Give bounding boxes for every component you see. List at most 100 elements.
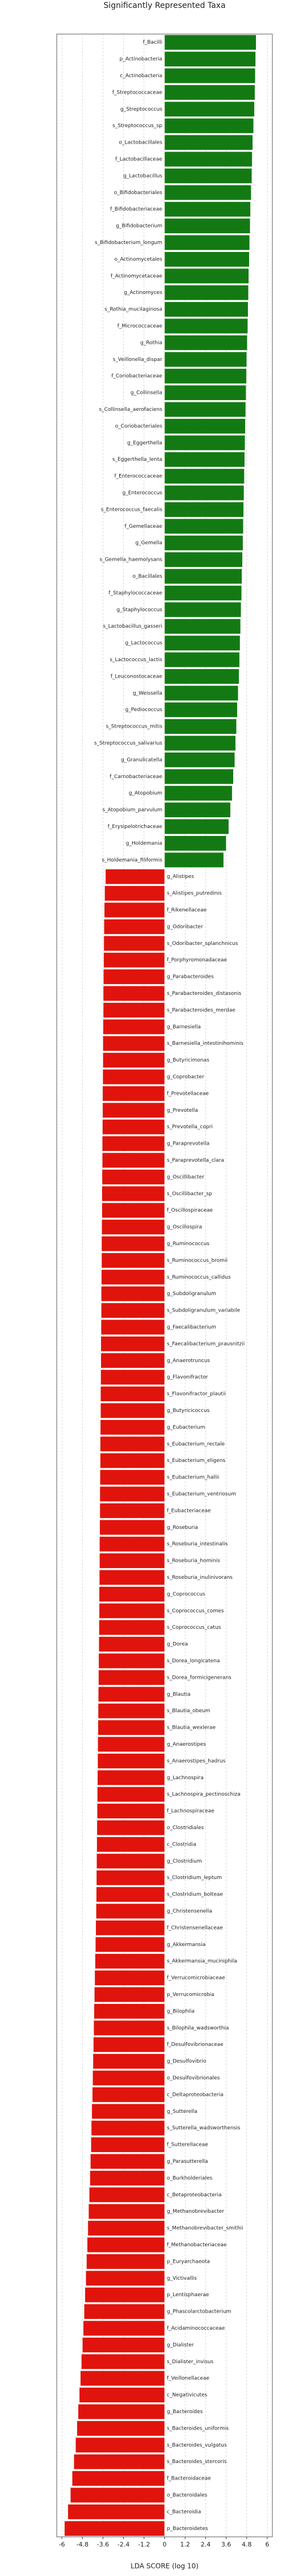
x-tick-label: -1.2	[138, 2541, 150, 2548]
bar	[164, 785, 233, 801]
bar-label: g_Gemella	[135, 540, 162, 546]
bar	[164, 184, 251, 200]
bar	[164, 152, 253, 167]
x-tick-label: -6	[59, 2541, 65, 2548]
bar	[99, 1570, 165, 1585]
bar-label: g_Bacteroides	[167, 2409, 203, 2415]
bar-label: f_Coriobacteriaceae	[111, 373, 162, 379]
bar-label: c_Bacteroidia	[167, 2509, 201, 2515]
bar	[98, 1737, 165, 1752]
bar-label: p_Lentisphaerae	[167, 2292, 209, 2298]
bar	[103, 952, 165, 968]
bar-label: g_Eubacterium	[167, 1424, 205, 1430]
bar	[100, 1403, 165, 1418]
bar	[164, 718, 237, 734]
bar-label: g_Actinomyces	[124, 290, 162, 296]
bar	[100, 1469, 165, 1485]
bar	[99, 1603, 165, 1619]
bar	[164, 201, 251, 217]
bar-label: s_Eubacterium_rectale	[167, 1442, 225, 1447]
bar-label: f_Actinomycetaceae	[111, 274, 162, 279]
bar-label: s_Bacteroides_stercoris	[167, 2459, 227, 2465]
bar	[105, 869, 165, 885]
bar	[94, 1970, 165, 1986]
bar-label: p_Euryarchaeota	[167, 2259, 210, 2264]
bar	[164, 702, 238, 718]
bar-label: g_Granulicatella	[121, 757, 162, 763]
bar-label: s_Streptococcus_sp	[112, 123, 162, 129]
bar-label: g_Streptococcus	[120, 107, 162, 112]
bar-label: o_Clostridiales	[167, 1825, 204, 1831]
bar	[100, 1352, 165, 1368]
bar	[164, 619, 241, 634]
bar-label: f_Porphyromonadaceae	[167, 957, 227, 963]
bar	[164, 768, 234, 784]
x-tick-label: -4.8	[77, 2541, 89, 2548]
bar-label: s_Atopobium_parvulum	[102, 808, 162, 813]
bar-label: s_Parabacteroides_merdae	[167, 1007, 235, 1013]
bar	[164, 418, 246, 434]
bar-label: s_Faecalibacterium_prausnitzii	[167, 1341, 245, 1347]
bar-label: g_Parabacteroides	[167, 974, 214, 980]
bar-label: g_Staphylococcus	[117, 607, 163, 613]
bar-label: f_Sutterellaceae	[167, 2142, 208, 2148]
bar-label: f_Verrucomicrobiaceae	[167, 1976, 225, 1981]
bar-label: f_Methanobacteriaceae	[167, 2242, 227, 2248]
bar-label: o_Coriobacteriales	[115, 423, 162, 429]
bar	[100, 1453, 165, 1469]
bar	[100, 1369, 165, 1385]
bar-label: g_Subdoligranulum	[167, 1291, 216, 1297]
bar	[102, 1203, 165, 1218]
bar	[164, 736, 236, 751]
bar	[95, 1953, 165, 1969]
bar	[104, 902, 165, 918]
bar	[98, 1720, 165, 1735]
bar-label: f_Lachnospiraceae	[167, 1809, 214, 1814]
bar-label: f_Oscillospiraceae	[167, 1208, 213, 1213]
bar	[164, 669, 239, 684]
bar	[164, 502, 244, 518]
bar	[93, 2037, 165, 2053]
bar-label: g_Victivallis	[167, 2276, 197, 2281]
bar	[95, 1936, 165, 1952]
bar-label: f_Bacilli	[143, 40, 162, 45]
bar	[164, 168, 253, 184]
bar	[96, 1853, 165, 1869]
bar	[96, 1820, 165, 1835]
bar	[164, 835, 226, 851]
bar-label: o_Lactobacillales	[119, 140, 163, 146]
bar	[164, 318, 248, 334]
bar	[164, 235, 250, 250]
bar-label: f_Christensenellaceae	[167, 1925, 223, 1931]
bar	[164, 602, 242, 617]
bar-label: g_Collinsella	[131, 390, 162, 396]
bar	[96, 1803, 165, 1819]
bar-label: s_Rothia_mucilaginosa	[104, 307, 162, 313]
bar-label: g_Atopobium	[129, 791, 162, 796]
bar-label: s_Parabacteroides_distasonis	[167, 991, 241, 997]
bar	[100, 1386, 165, 1402]
bar-label: f_Veillonellaceae	[167, 2376, 209, 2381]
bar	[164, 51, 256, 67]
bar	[164, 385, 246, 401]
bar	[96, 1903, 165, 1919]
bar	[77, 2420, 165, 2436]
bar	[103, 986, 165, 1001]
bar	[92, 2087, 165, 2103]
bar-label: s_Lachnospira_pectinoschiza	[167, 1792, 241, 1797]
bar-label: s_Coprococcus_catus	[167, 1625, 221, 1631]
bar-label: s_Paraprevotella_clara	[167, 1158, 224, 1163]
bar-label: g_Alistipes	[167, 874, 194, 880]
bar-label: s_Holdemania_filiformis	[102, 858, 162, 863]
bar-label: g_Enterococcus	[123, 490, 163, 496]
bar-label: s_Eggerthella_lenta	[112, 457, 162, 463]
bar-label: o_Bacteroidales	[167, 2493, 207, 2498]
bar-label: s_Barnesiella_intestinihominis	[167, 1041, 243, 1047]
bar-label: s_Akkermansia_muciniphila	[167, 1959, 237, 1964]
bar	[101, 1269, 165, 1285]
bar-label: g_Desulfovibrio	[167, 2059, 207, 2065]
bar-label: p_Actinobacteria	[120, 57, 162, 62]
bar-label: g_Bifidobacterium	[116, 224, 162, 229]
bar-label: f_Rikenellaceae	[167, 907, 207, 913]
bar	[164, 368, 247, 384]
